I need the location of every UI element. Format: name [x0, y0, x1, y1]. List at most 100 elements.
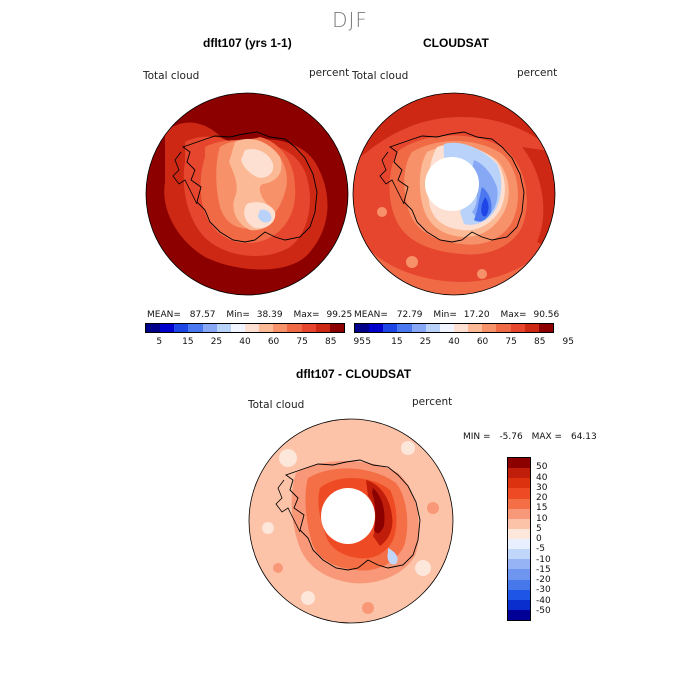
colorbar-swatch	[510, 324, 525, 332]
colorbar-tick-label: 40	[239, 337, 251, 347]
colorbar-swatch	[160, 324, 175, 332]
colorbar-tick-label: 0	[536, 534, 542, 544]
colorbar-swatch	[383, 324, 398, 332]
obs-max-label: Max=	[500, 310, 527, 320]
colorbar-swatch	[453, 324, 469, 332]
colorbar-tick-label: 60	[267, 337, 280, 347]
colorbar-swatch	[315, 324, 330, 332]
colorbar-swatch	[508, 488, 530, 499]
colorbar-tick-label: 25	[419, 337, 432, 347]
colorbar-swatch	[188, 324, 203, 332]
model-colorbar	[145, 323, 345, 333]
obs-min-label: Min=	[433, 310, 457, 320]
model-max-value: 99.25	[326, 310, 353, 320]
colorbar-tick-label: 5	[536, 523, 542, 534]
model-units-label: percent	[309, 67, 350, 79]
obs-mean-value: 72.79	[396, 310, 423, 320]
colorbar-swatch	[439, 324, 454, 332]
colorbar-swatch	[508, 458, 530, 469]
colorbar-swatch	[174, 324, 189, 332]
colorbar-tick-label: 15	[182, 337, 194, 347]
obs-polar-map	[352, 92, 556, 296]
colorbar-tick-label: -10	[536, 554, 551, 565]
colorbar-swatch	[508, 508, 530, 519]
colorbar-tick-label: 25	[210, 337, 223, 347]
colorbar-swatch	[524, 324, 539, 332]
diff-min-label: MIN =	[463, 432, 491, 442]
colorbar-swatch	[287, 324, 302, 332]
colorbar-tick-label: 5	[156, 337, 163, 347]
obs-colorbar-ticks: 5 15 25 40 60 75 85 95	[354, 337, 574, 349]
colorbar-tick-label: 60	[476, 337, 489, 347]
diff-colorbar-ticks: 50 40 30 20 15 10 5 0 -5 -10 -15 -20 -30 -40 -50	[536, 457, 576, 621]
diff-stats: MIN = -5.76 MAX = 64.13	[463, 432, 597, 442]
colorbar-tick-label: -50	[536, 605, 551, 616]
colorbar-swatch	[230, 324, 245, 332]
obs-panel-title: CLOUDSAT	[423, 36, 489, 50]
colorbar-tick-label: 15	[536, 503, 548, 514]
colorbar-swatch	[496, 324, 511, 332]
model-panel-title: dflt107 (yrs 1-1)	[203, 36, 292, 50]
colorbar-swatch	[508, 539, 530, 550]
colorbar-swatch	[202, 324, 217, 332]
model-mean-label: MEAN=	[147, 310, 181, 320]
model-variable-label: Total cloud	[143, 70, 200, 82]
colorbar-tick-label: 30	[536, 482, 548, 493]
colorbar-swatch	[301, 324, 316, 332]
colorbar-swatch	[397, 324, 412, 332]
colorbar-swatch	[259, 324, 274, 332]
colorbar-tick-label: 85	[324, 337, 337, 347]
obs-variable-label: Total cloud	[352, 70, 409, 82]
colorbar-tick-label: -5	[536, 544, 545, 555]
colorbar-swatch	[482, 324, 497, 332]
colorbar-swatch	[468, 324, 483, 332]
colorbar-swatch	[538, 324, 553, 332]
colorbar-swatch	[508, 599, 530, 610]
colorbar-swatch	[508, 528, 530, 539]
colorbar-swatch	[508, 518, 530, 529]
diff-max-label: MAX =	[531, 432, 563, 442]
obs-mean-label: MEAN=	[354, 310, 388, 320]
colorbar-tick-label: 10	[536, 513, 548, 524]
colorbar-swatch	[425, 324, 440, 332]
colorbar-tick-label: 15	[391, 337, 403, 347]
colorbar-tick-label: 20	[536, 493, 548, 503]
colorbar-swatch	[146, 324, 161, 332]
season-title: DJF	[332, 8, 368, 32]
colorbar-swatch	[355, 324, 370, 332]
diff-min-value: -5.76	[499, 432, 523, 442]
diff-variable-label: Total cloud	[248, 399, 305, 411]
diff-panel-title: dflt107 - CLOUDSAT	[296, 367, 412, 381]
colorbar-swatch	[508, 589, 530, 600]
model-min-label: Min=	[226, 310, 250, 320]
colorbar-tick-label: 75	[505, 337, 517, 347]
colorbar-tick-label: 40	[536, 472, 548, 483]
obs-min-value: 17.20	[463, 310, 490, 320]
diff-colorbar	[507, 457, 531, 621]
colorbar-tick-label: 95	[353, 337, 366, 347]
colorbar-tick-label: -15	[536, 564, 551, 575]
colorbar-tick-label: 85	[533, 337, 546, 347]
colorbar-tick-label: 75	[296, 337, 308, 347]
diff-units-label: percent	[412, 396, 453, 408]
colorbar-tick-label: 50	[536, 462, 548, 473]
colorbar-swatch	[508, 468, 530, 479]
colorbar-tick-label: -30	[536, 585, 551, 596]
colorbar-swatch	[508, 559, 530, 570]
colorbar-swatch	[508, 609, 530, 620]
colorbar-tick-label: -20	[536, 575, 551, 585]
colorbar-swatch	[508, 549, 530, 560]
colorbar-swatch	[369, 324, 384, 332]
obs-units-label: percent	[517, 67, 558, 79]
colorbar-tick-label: 5	[365, 337, 372, 347]
colorbar-tick-label: 95	[562, 337, 575, 347]
model-max-label: Max=	[293, 310, 320, 320]
model-mean-value: 87.57	[189, 310, 216, 320]
colorbar-swatch	[508, 569, 530, 580]
diff-max-value: 64.13	[570, 432, 597, 442]
obs-max-value: 90.56	[533, 310, 560, 320]
model-stats: MEAN= 87.57 Min= 38.39 Max= 99.25	[147, 310, 352, 320]
colorbar-swatch	[508, 579, 530, 590]
model-polar-map	[145, 92, 349, 296]
obs-stats: MEAN= 72.79 Min= 17.20 Max= 90.56	[354, 310, 559, 320]
